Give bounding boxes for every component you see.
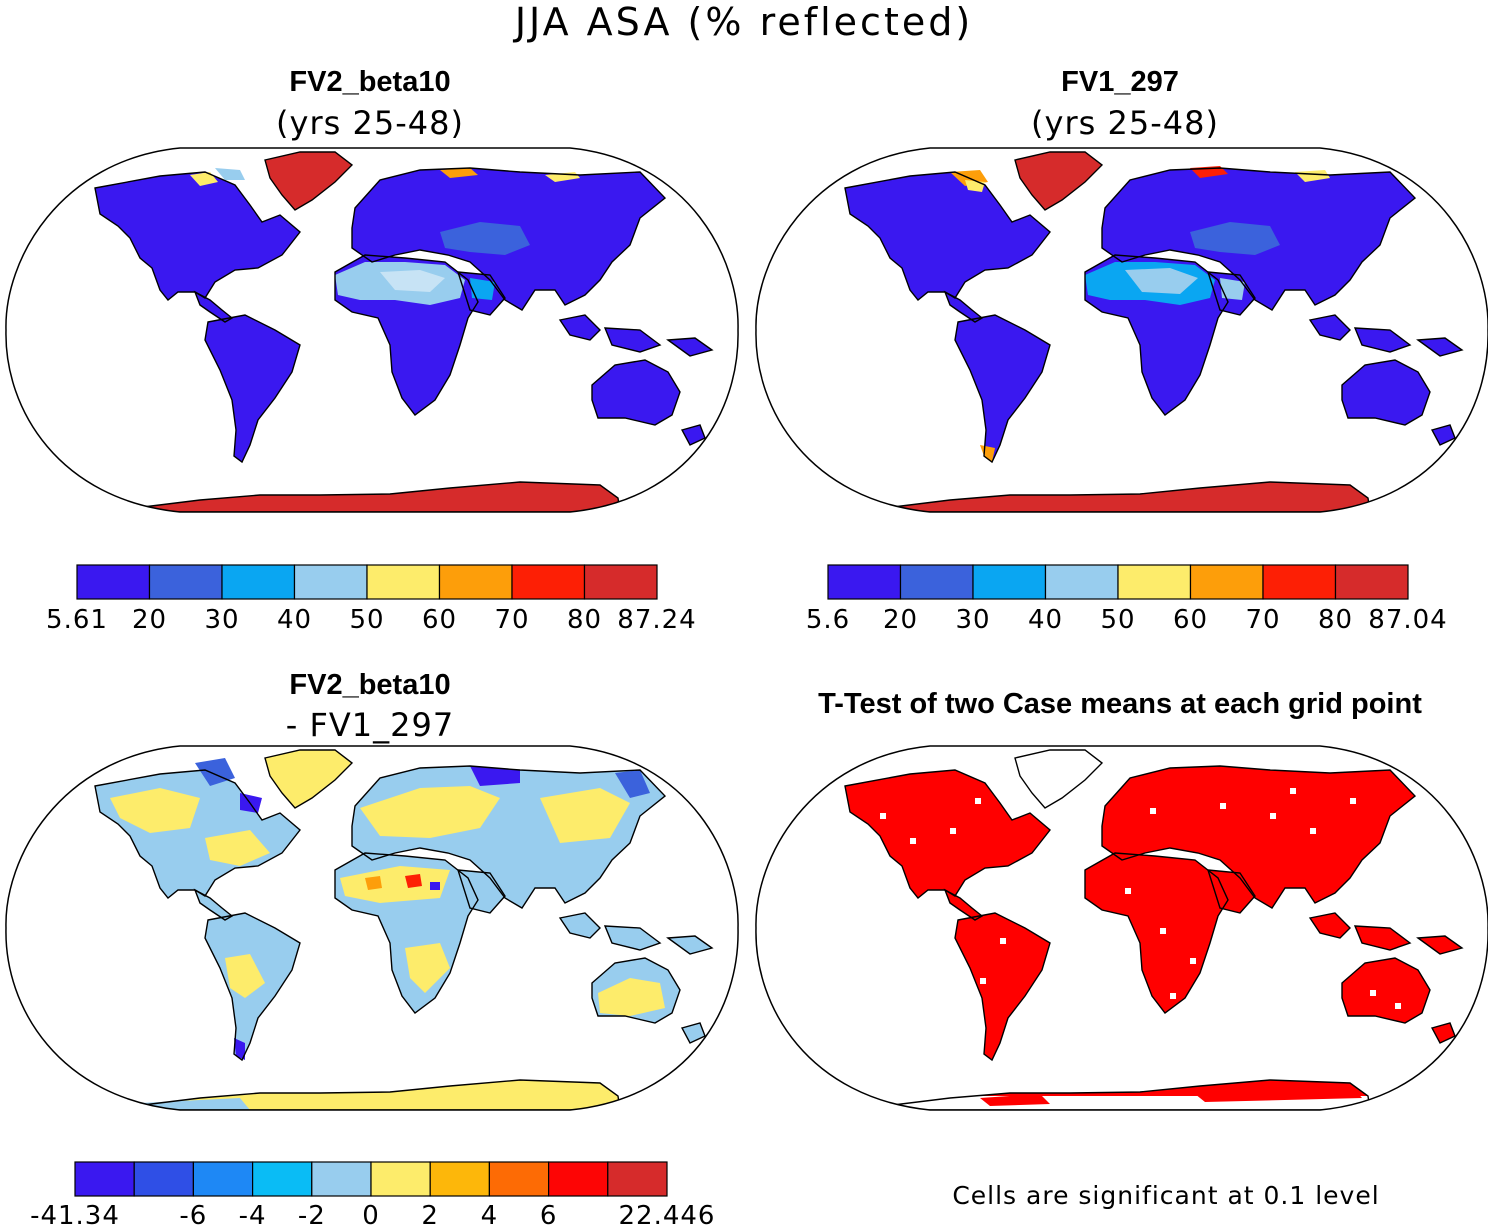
colorbar-2-tick-label: 20: [883, 605, 918, 635]
colorbar-2-swatch: [1262, 564, 1337, 600]
colorbar-3-tick-label: 2: [421, 1201, 439, 1227]
significance-note: Cells are significant at 0.1 level: [952, 1181, 1380, 1210]
colorbars: 5.61 20 30 40 50 60 70 80 87.24 5.6 20 30 40 50 60 70 80…: [30, 564, 1447, 1227]
panel1-subtitle: (yrs 25-48): [276, 104, 464, 142]
colorbar-3-swatch: [488, 1161, 550, 1197]
colorbar-3-swatch: [133, 1161, 194, 1197]
colorbar-2-swatch: [1334, 564, 1409, 600]
figure-title: JJA ASA (% reflected): [514, 0, 974, 44]
map-frame-3: [5, 745, 739, 1111]
colorbar-3-tick-label: -4: [239, 1201, 267, 1227]
colorbar-2-tick-label: 80: [1318, 605, 1353, 635]
panel1-title: FV2_beta10: [289, 66, 451, 98]
colorbar-3-swatch: [311, 1161, 372, 1197]
colorbar-2-swatch: [972, 564, 1047, 600]
colorbar-3-tick-label: 0: [362, 1201, 380, 1227]
map-panel-2: [755, 147, 1488, 513]
colorbar-1-tick-label: 70: [494, 605, 529, 635]
colorbar-1-tick-label: 30: [204, 605, 239, 635]
colorbar-3-swatch: [74, 1161, 135, 1197]
map-frame-4: [755, 745, 1488, 1111]
map-panel-1: [5, 147, 739, 513]
panel4-title: T-Test of two Case means at each grid po…: [818, 688, 1422, 720]
colorbar-3-swatch: [607, 1161, 668, 1197]
panel2-title: FV1_297: [1061, 66, 1179, 98]
colorbar-2-tick-label: 50: [1100, 605, 1135, 635]
colorbar-2-swatch: [1117, 564, 1192, 600]
colorbar-3-swatch: [192, 1161, 254, 1197]
colorbar-2-swatch: [1044, 564, 1119, 600]
colorbar-2-swatch: [899, 564, 974, 600]
colorbar-1-swatch: [293, 564, 368, 600]
colorbar-1-swatch: [366, 564, 441, 600]
colorbar-1-tick-label: 80: [567, 605, 602, 635]
colorbar-2-swatch: [1189, 564, 1264, 600]
panel2-subtitle: (yrs 25-48): [1031, 104, 1219, 142]
colorbar-2-tick-label: 60: [1173, 605, 1208, 635]
colorbar-1-tick-label: 5.61: [46, 605, 108, 635]
land-fill-1: [95, 152, 712, 512]
colorbar-1-tick-label: 60: [422, 605, 457, 635]
map-frame-1: [5, 147, 739, 513]
colorbar-1-tick-label: 40: [277, 605, 312, 635]
colorbar-1-swatch: [76, 564, 151, 600]
colorbar-1-tick-label: 50: [349, 605, 384, 635]
colorbar-2-tick-label: 40: [1028, 605, 1063, 635]
colorbar-3-tick-label: -2: [298, 1201, 326, 1227]
colorbar-3-tick-label: 22.446: [619, 1201, 716, 1227]
colorbar-1-swatch: [511, 564, 586, 600]
colorbar-2-tick-label: 70: [1245, 605, 1280, 635]
colorbar-1-swatch: [438, 564, 513, 600]
colorbar-2-swatch: [827, 564, 902, 600]
colorbar-2-tick-label: 30: [955, 605, 990, 635]
colorbar-3-tick-label: -41.34: [30, 1201, 120, 1227]
colorbar-3-swatch: [429, 1161, 491, 1197]
colorbar-2-tick-label: 5.6: [806, 605, 850, 635]
colorbar-1-swatch: [221, 564, 296, 600]
map-panel-3: [5, 745, 739, 1111]
colorbar-1-swatch: [583, 564, 658, 600]
colorbar-1-tick-label: 87.24: [617, 605, 696, 635]
panel3-title: FV2_beta10: [289, 669, 451, 701]
colorbar-3-tick-label: -6: [179, 1201, 207, 1227]
colorbar-3-swatch: [252, 1161, 313, 1197]
colorbar-1-tick-label: 20: [132, 605, 167, 635]
panel3-subtitle: - FV1_297: [285, 706, 455, 744]
colorbar-2-tick-label: 87.04: [1368, 605, 1447, 635]
colorbar-3-swatch: [547, 1161, 609, 1197]
colorbar-3-swatch: [370, 1161, 431, 1197]
colorbar-3-tick-label: 6: [540, 1201, 558, 1227]
colorbar-1-swatch: [148, 564, 223, 600]
map-panel-4: [755, 745, 1488, 1111]
colorbar-3-tick-label: 4: [481, 1201, 499, 1227]
map-frame-2: [755, 147, 1488, 513]
